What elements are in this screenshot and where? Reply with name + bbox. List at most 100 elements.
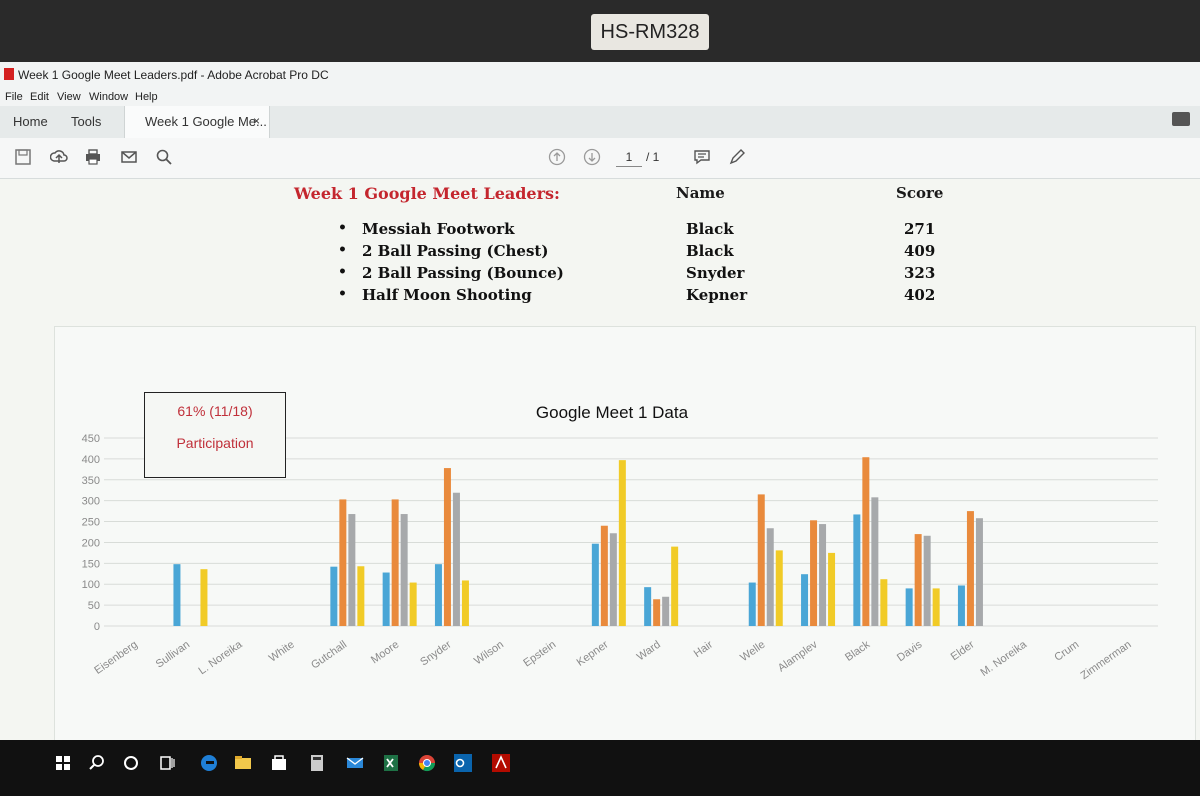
bar xyxy=(871,497,879,626)
file-explorer-icon[interactable] xyxy=(228,748,258,778)
previous-page-icon[interactable] xyxy=(548,148,566,166)
bar xyxy=(653,599,661,626)
x-tick-label: White xyxy=(267,639,297,665)
y-tick-label: 100 xyxy=(82,579,100,591)
outlook-icon[interactable] xyxy=(448,748,478,778)
mail-icon[interactable] xyxy=(340,748,370,778)
y-tick-label: 200 xyxy=(82,537,100,549)
bar xyxy=(330,566,338,626)
leader-score: 271 xyxy=(904,220,936,238)
x-tick-label: Crum xyxy=(1052,639,1081,664)
menu-window[interactable]: Window xyxy=(89,91,129,103)
bar xyxy=(400,514,408,626)
upload-cloud-icon[interactable] xyxy=(50,148,68,166)
close-tab-icon[interactable]: × xyxy=(253,114,261,128)
edge-icon[interactable] xyxy=(194,748,224,778)
menu-view[interactable]: View xyxy=(57,91,81,103)
tab-bar: Home Tools Week 1 Google Me... × xyxy=(0,106,1200,139)
bar xyxy=(609,533,617,626)
menu-help[interactable]: Help xyxy=(135,91,158,103)
store-icon[interactable] xyxy=(264,748,294,778)
cortana-icon[interactable] xyxy=(116,748,146,778)
print-icon[interactable] xyxy=(84,148,102,166)
acrobat-icon[interactable] xyxy=(486,748,516,778)
bar xyxy=(452,492,460,626)
x-tick-label: M. Noreika xyxy=(979,638,1030,679)
x-tick-label: Ward xyxy=(635,639,663,664)
next-page-icon[interactable] xyxy=(583,148,601,166)
leader-name: Black xyxy=(686,220,734,238)
bar xyxy=(443,468,451,626)
x-tick-label: Welle xyxy=(738,639,767,664)
bar xyxy=(382,572,390,626)
leader-score: 323 xyxy=(904,264,936,282)
bullet: • xyxy=(338,242,347,258)
save-icon[interactable] xyxy=(14,148,32,166)
bar xyxy=(173,564,181,626)
bar xyxy=(671,546,679,626)
y-tick-label: 0 xyxy=(94,621,100,633)
tab-home[interactable]: Home xyxy=(13,114,48,129)
calculator-icon[interactable] xyxy=(302,748,332,778)
windows-icon[interactable] xyxy=(48,748,78,778)
x-tick-label: Elder xyxy=(949,638,977,663)
leader-name: Snyder xyxy=(686,264,745,282)
bar xyxy=(662,596,670,626)
leaders-title: Week 1 Google Meet Leaders: xyxy=(294,184,560,203)
page-number-input[interactable]: 1 xyxy=(616,150,642,167)
bar xyxy=(766,528,774,626)
bar xyxy=(461,580,469,626)
bar xyxy=(775,550,783,626)
bar xyxy=(880,579,888,626)
menu-bar: File Edit View Window Help xyxy=(0,88,1200,106)
bar xyxy=(862,457,870,626)
bar xyxy=(923,535,931,626)
tab-document-label: Week 1 Google Me... xyxy=(145,114,267,129)
comment-tool-icon[interactable] xyxy=(693,148,711,166)
x-tick-label: Gutchall xyxy=(309,639,349,672)
x-tick-label: L. Noreika xyxy=(197,638,246,677)
name-header: Name xyxy=(676,184,725,202)
toolbar xyxy=(0,138,1200,179)
chrome-icon[interactable] xyxy=(412,748,442,778)
comment-icon[interactable] xyxy=(1172,112,1190,126)
window-titlebar: Week 1 Google Meet Leaders.pdf - Adobe A… xyxy=(0,62,1200,88)
taskbar xyxy=(0,740,1200,796)
bar xyxy=(853,514,861,626)
x-tick-label: Sullivan xyxy=(154,639,192,671)
bar xyxy=(591,543,599,626)
bar xyxy=(757,494,765,626)
x-tick-label: Alamplev xyxy=(776,638,820,674)
chart-title: Google Meet 1 Data xyxy=(536,403,689,422)
drill-name: 2 Ball Passing (Bounce) xyxy=(362,264,564,282)
menu-file[interactable]: File xyxy=(5,91,23,103)
x-tick-label: Davis xyxy=(895,638,925,664)
task-view-icon[interactable] xyxy=(152,748,182,778)
bar xyxy=(357,566,365,626)
email-icon[interactable] xyxy=(120,148,138,166)
x-tick-label: Hair xyxy=(692,638,716,660)
bar xyxy=(409,582,417,626)
menu-edit[interactable]: Edit xyxy=(30,91,49,103)
participation-label: Participation xyxy=(176,435,254,451)
y-tick-label: 250 xyxy=(82,517,100,529)
x-tick-label: Eisenberg xyxy=(92,639,139,677)
search-icon[interactable] xyxy=(155,148,173,166)
bar xyxy=(644,587,652,626)
x-tick-label: Kepner xyxy=(575,638,611,668)
bar xyxy=(810,520,818,626)
pen-icon[interactable] xyxy=(728,148,746,166)
page-total: / 1 xyxy=(646,150,660,164)
excel-icon[interactable] xyxy=(376,748,406,778)
tab-document[interactable]: Week 1 Google Me... × xyxy=(124,106,270,138)
bar xyxy=(914,534,922,626)
tab-tools[interactable]: Tools xyxy=(71,114,102,129)
bar xyxy=(819,524,827,626)
x-tick-label: Wilson xyxy=(472,639,506,668)
y-tick-label: 450 xyxy=(82,433,100,445)
y-tick-label: 350 xyxy=(82,475,100,487)
search-icon[interactable] xyxy=(82,748,112,778)
pdf-file-icon xyxy=(4,68,14,80)
room-label: HS-RM328 xyxy=(591,14,709,50)
bar xyxy=(957,585,965,626)
